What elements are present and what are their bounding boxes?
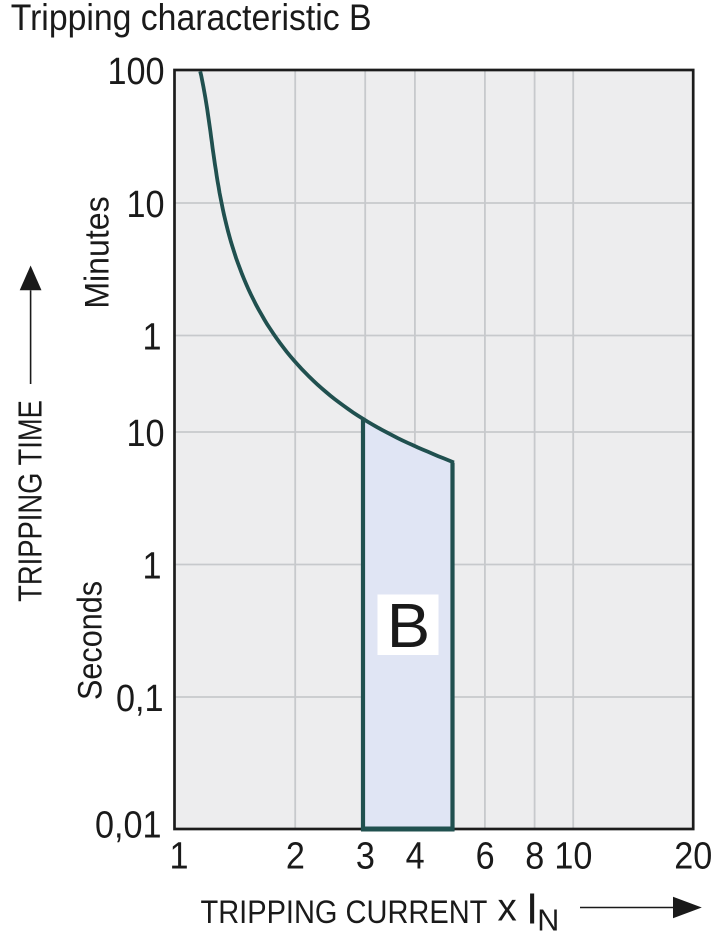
svg-text:2: 2 bbox=[286, 834, 305, 877]
svg-text:10: 10 bbox=[554, 834, 592, 877]
svg-text:10: 10 bbox=[126, 411, 164, 454]
svg-text:Tripping characteristic B: Tripping characteristic B bbox=[11, 0, 372, 38]
svg-text:0,01: 0,01 bbox=[95, 803, 162, 846]
svg-text:B: B bbox=[387, 592, 430, 661]
svg-text:Minutes: Minutes bbox=[79, 196, 117, 308]
svg-text:1: 1 bbox=[142, 315, 161, 358]
svg-text:0,1: 0,1 bbox=[116, 676, 164, 719]
svg-text:10: 10 bbox=[126, 182, 164, 225]
svg-text:TRIPPING CURRENT: TRIPPING CURRENT bbox=[201, 895, 488, 931]
svg-text:100: 100 bbox=[107, 49, 164, 92]
svg-text:4: 4 bbox=[406, 834, 425, 877]
svg-text:3: 3 bbox=[356, 834, 375, 877]
svg-text:TRIPPING TIME: TRIPPING TIME bbox=[13, 400, 49, 602]
svg-text:Seconds: Seconds bbox=[71, 581, 109, 700]
svg-text:8: 8 bbox=[525, 834, 544, 877]
svg-text:6: 6 bbox=[476, 834, 495, 877]
svg-text:1: 1 bbox=[142, 544, 161, 587]
svg-text:N: N bbox=[537, 904, 559, 938]
svg-text:I: I bbox=[526, 884, 538, 933]
svg-text:20: 20 bbox=[674, 834, 712, 877]
svg-text:1: 1 bbox=[169, 834, 188, 877]
svg-text:x: x bbox=[498, 887, 517, 930]
